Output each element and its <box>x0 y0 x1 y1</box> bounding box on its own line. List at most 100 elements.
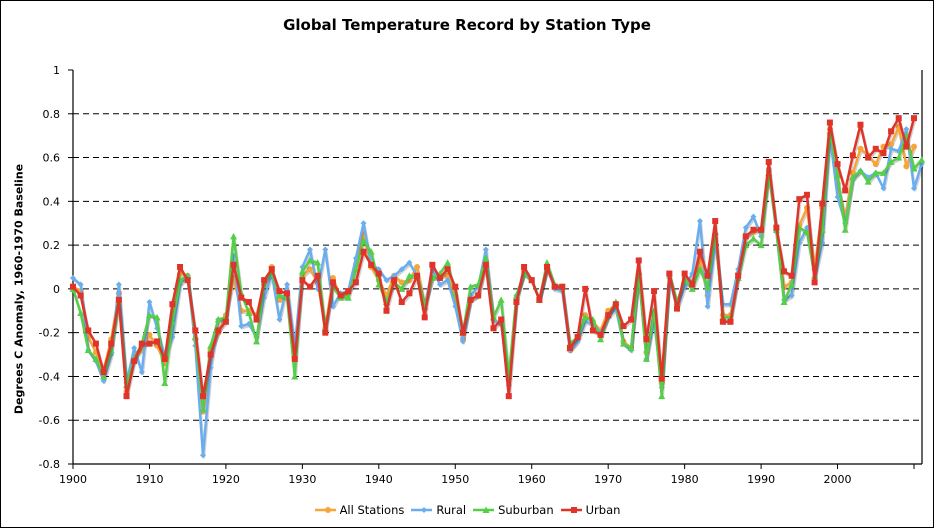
data-point <box>505 393 512 400</box>
data-point <box>482 261 489 268</box>
x-tick-label: 1940 <box>365 473 393 486</box>
data-point <box>513 299 520 306</box>
data-point <box>230 232 238 240</box>
data-point <box>360 237 368 244</box>
data-point <box>429 261 436 268</box>
data-point <box>490 325 497 332</box>
data-point <box>245 309 253 316</box>
data-point <box>261 277 268 284</box>
x-tick-label: 1900 <box>59 473 87 486</box>
data-point <box>841 226 849 233</box>
gridlines <box>73 113 922 421</box>
data-point <box>673 305 680 312</box>
data-point <box>145 311 153 319</box>
data-point <box>497 296 505 303</box>
data-point <box>100 372 108 380</box>
data-point <box>811 279 818 286</box>
data-point <box>467 283 475 290</box>
legend-item: Urban <box>560 503 620 517</box>
data-point <box>70 283 76 290</box>
data-point <box>750 226 757 233</box>
data-point <box>834 193 841 200</box>
data-point <box>666 270 673 277</box>
data-point <box>161 355 168 362</box>
series-line <box>72 116 916 398</box>
data-point <box>436 281 443 288</box>
data-point <box>543 259 551 266</box>
data-point <box>482 246 489 253</box>
data-point <box>834 171 842 179</box>
data-point <box>459 338 466 345</box>
data-point <box>383 277 390 284</box>
data-point <box>252 337 260 345</box>
data-point <box>322 246 329 253</box>
x-tick-label: 1980 <box>671 473 699 486</box>
data-point <box>161 379 169 387</box>
data-point <box>360 220 367 227</box>
data-point <box>856 167 864 174</box>
data-point <box>436 274 443 281</box>
data-point <box>307 246 314 253</box>
data-point <box>788 272 795 279</box>
data-point <box>903 126 910 133</box>
data-point <box>597 331 604 338</box>
data-point <box>482 506 490 513</box>
series-lines <box>69 115 926 459</box>
data-point <box>414 264 421 270</box>
data-point <box>329 279 336 286</box>
data-point <box>570 507 577 513</box>
data-point <box>879 169 887 176</box>
data-point <box>322 329 329 336</box>
series-shadow <box>73 129 924 459</box>
data-point <box>245 299 252 306</box>
data-point <box>911 143 917 150</box>
data-point <box>360 248 367 255</box>
y-tick-label: 0.6 <box>43 152 61 165</box>
data-point <box>100 369 107 376</box>
y-tick-label: 0.2 <box>43 239 61 252</box>
data-point <box>643 336 650 343</box>
series-line <box>71 130 923 411</box>
data-point <box>77 309 85 316</box>
x-tick-label: 1950 <box>441 473 469 486</box>
data-point <box>314 259 322 266</box>
data-point <box>880 185 887 192</box>
data-point <box>284 290 291 297</box>
data-point <box>872 161 879 168</box>
data-point <box>138 369 145 376</box>
axes <box>68 69 923 469</box>
data-point <box>199 393 206 400</box>
data-point <box>619 340 627 347</box>
legend-label: Suburban <box>498 503 554 517</box>
data-point <box>275 291 283 299</box>
data-point <box>77 281 84 288</box>
y-tick-label: -0.6 <box>39 414 60 427</box>
data-point <box>559 283 566 290</box>
data-point <box>77 292 84 299</box>
data-point <box>298 267 306 275</box>
data-point <box>628 316 635 323</box>
data-point <box>405 272 413 279</box>
data-point <box>696 265 704 273</box>
x-tick-label: 1910 <box>135 473 163 486</box>
data-point <box>391 277 398 284</box>
data-point <box>307 266 314 273</box>
data-point <box>544 264 551 270</box>
data-point <box>383 307 390 314</box>
series-rural <box>70 126 925 459</box>
data-point <box>307 283 314 290</box>
data-point <box>406 259 413 266</box>
data-point <box>146 299 153 306</box>
data-point <box>635 257 642 264</box>
data-point <box>566 344 573 351</box>
data-point <box>689 281 696 288</box>
data-point <box>153 313 161 321</box>
data-point <box>284 281 291 288</box>
data-point <box>658 375 665 382</box>
data-point <box>291 355 298 362</box>
data-point <box>444 277 451 284</box>
data-point <box>651 288 658 295</box>
data-point <box>268 266 275 273</box>
tick-labels: 1 0.8 0.6 0.4 0.2 0 -0.2 -0.4 -0.6 -0.8 1900 1910 19… <box>39 64 852 486</box>
data-point <box>605 312 612 319</box>
